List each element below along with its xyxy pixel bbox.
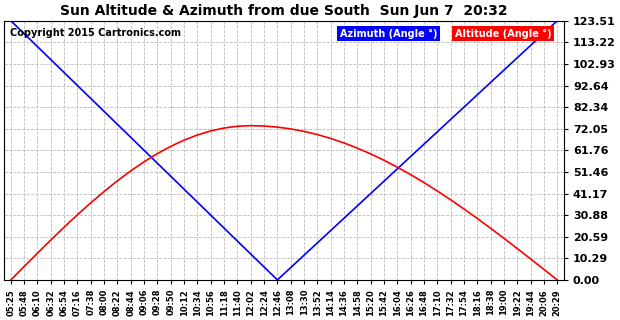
Text: Altitude (Angle °): Altitude (Angle °) [455,28,551,39]
Text: Azimuth (Angle °): Azimuth (Angle °) [340,28,438,39]
Text: Copyright 2015 Cartronics.com: Copyright 2015 Cartronics.com [10,28,181,38]
Title: Sun Altitude & Azimuth from due South  Sun Jun 7  20:32: Sun Altitude & Azimuth from due South Su… [60,4,508,18]
